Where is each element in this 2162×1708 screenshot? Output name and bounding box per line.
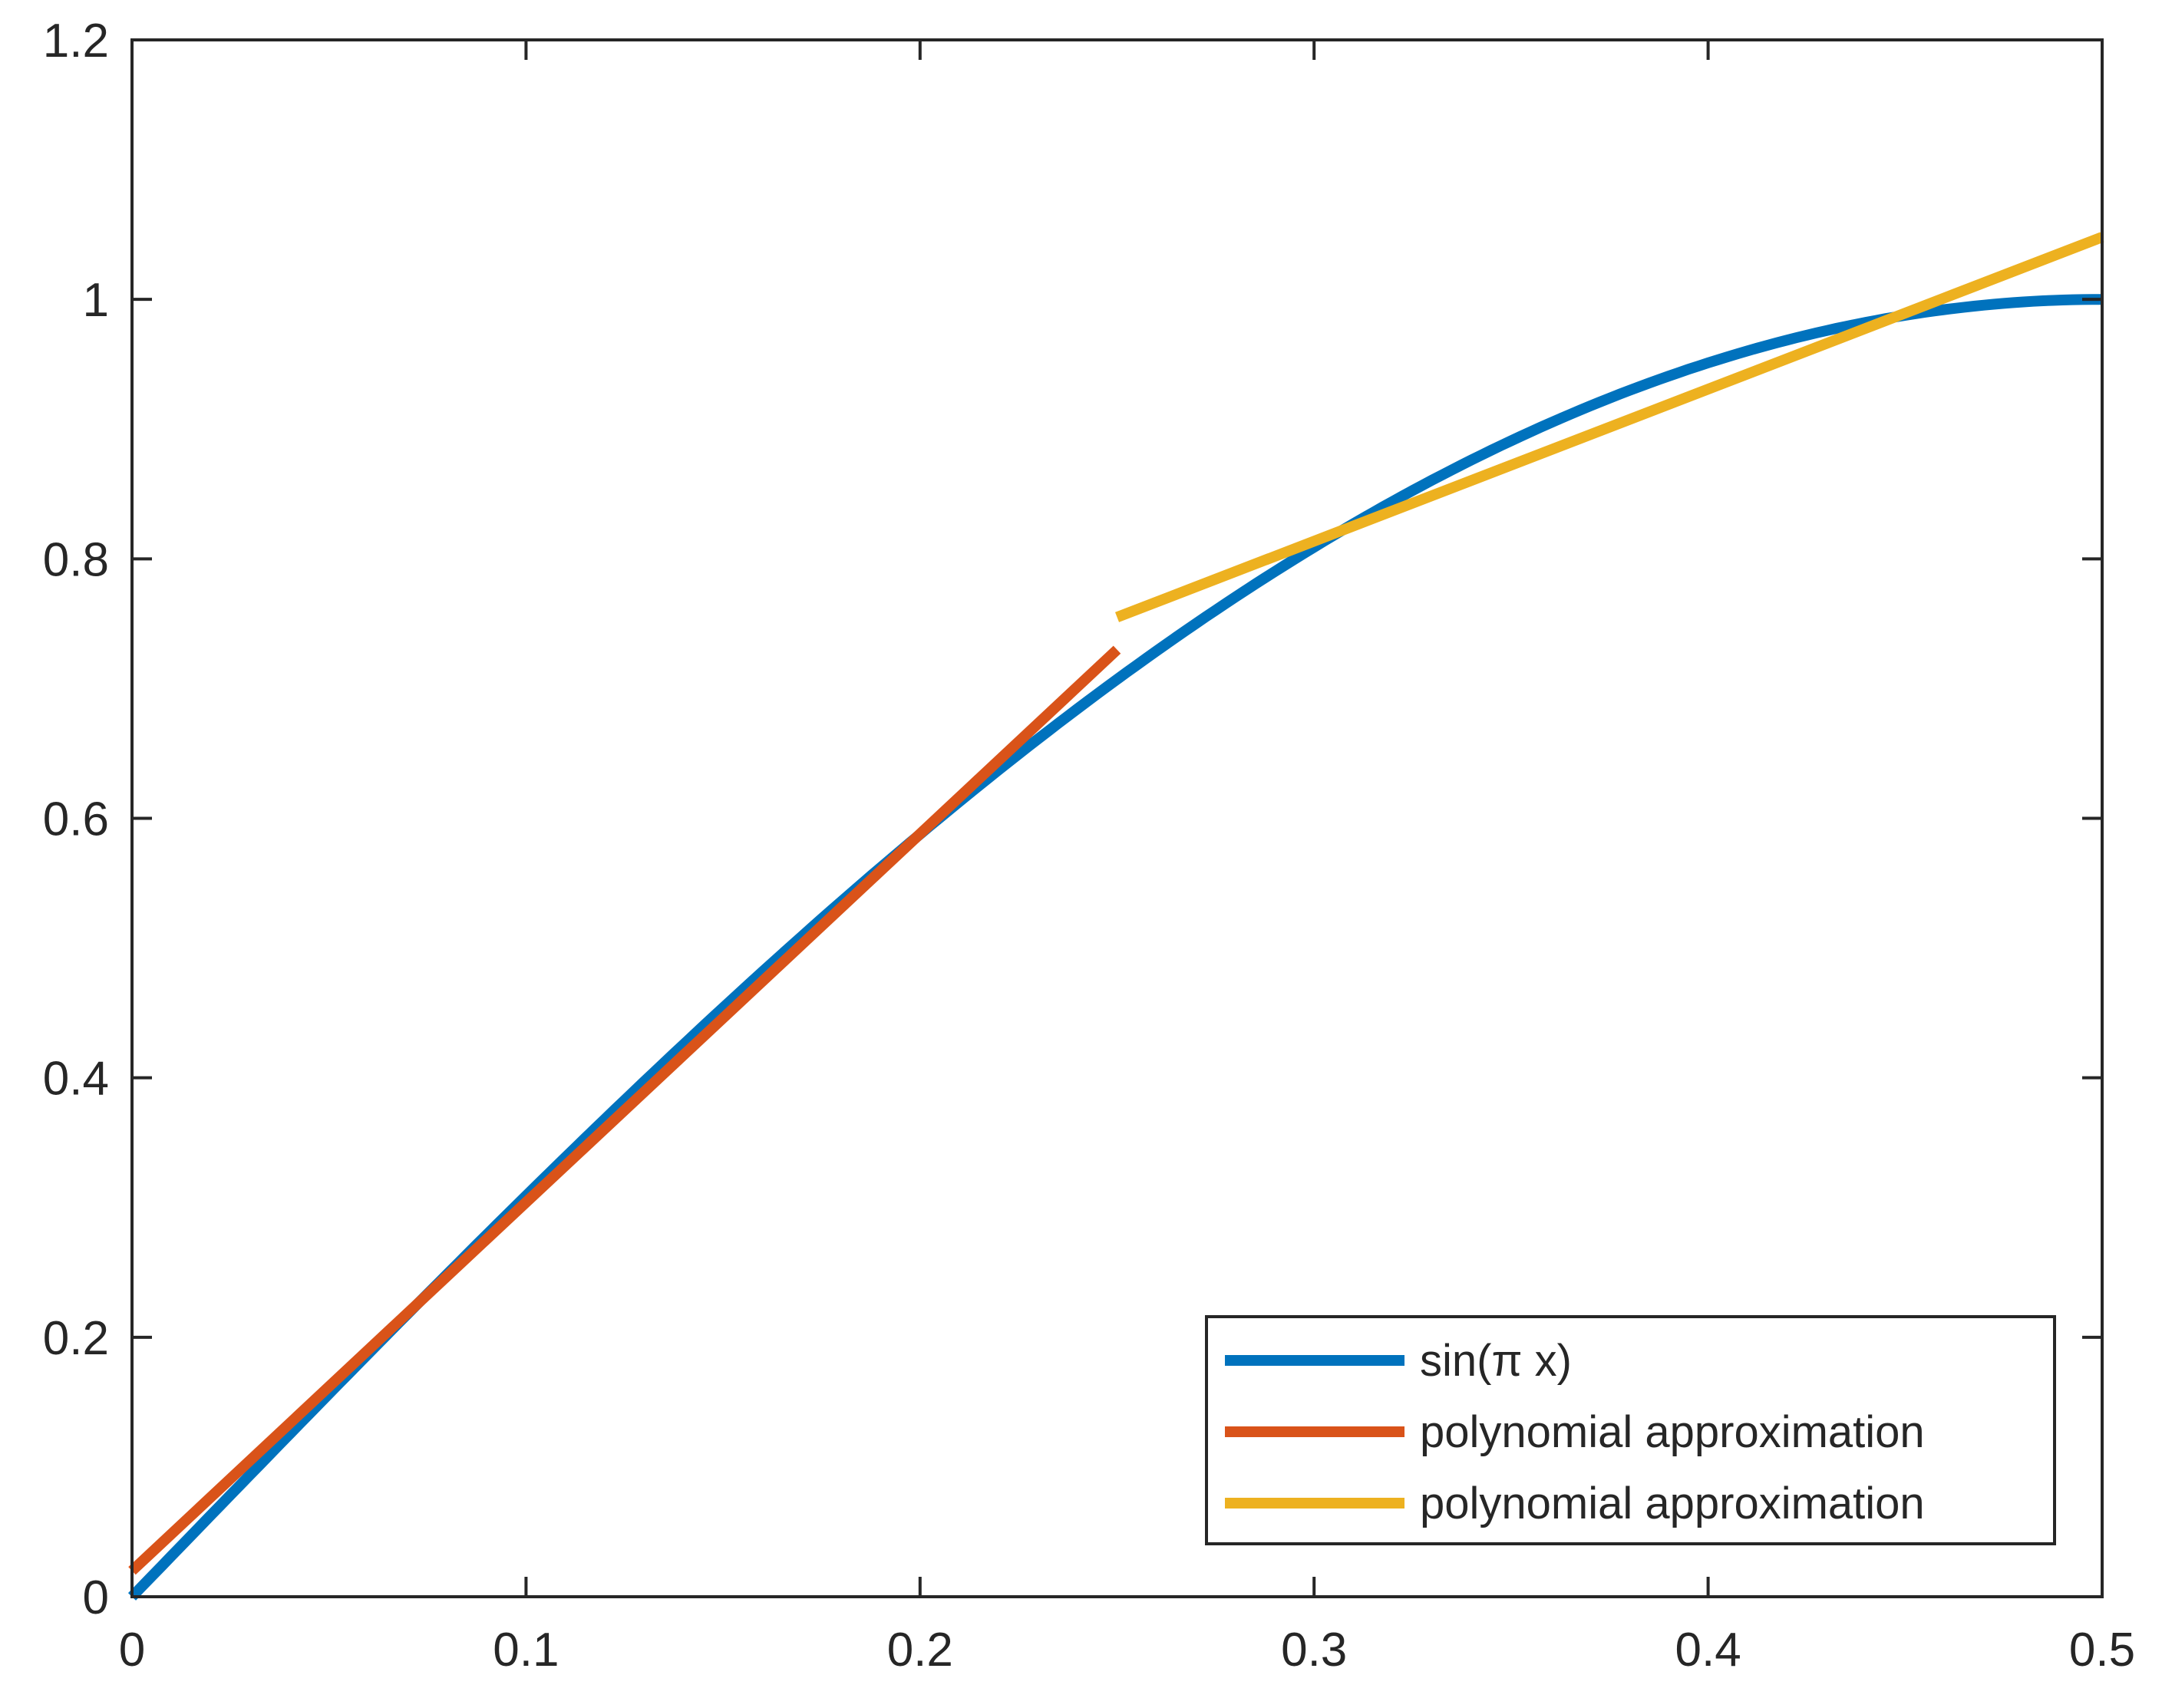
legend-label-poly1: polynomial approximation <box>1420 1407 1925 1457</box>
series-layer <box>127 232 2104 1601</box>
legend-label-sin: sin(π x) <box>1420 1336 1572 1386</box>
y-tick-label: 0.4 <box>43 1053 109 1106</box>
x-tick-label: 0.5 <box>2069 1624 2135 1677</box>
x-tick-label: 0.3 <box>1281 1624 1347 1677</box>
x-tick-label: 0.1 <box>493 1624 559 1677</box>
y-tick-label: 1 <box>83 274 109 327</box>
y-tick-label: 0 <box>83 1571 109 1624</box>
series-line-2 <box>1114 232 2104 622</box>
ticks-layer: 0 0.1 0.2 0.3 0.4 0.5 0 0.2 0.4 0.6 0.8 1 1.2 <box>43 15 2135 1677</box>
y-tick-label: 1.2 <box>43 15 109 68</box>
legend: sin(π x) polynomial approximation polyno… <box>1205 1315 2056 1545</box>
y-tick-label: 0.2 <box>43 1312 109 1365</box>
y-tick-label: 0.8 <box>43 533 109 586</box>
legend-label-poly2: polynomial approximation <box>1420 1479 1925 1528</box>
series-line-1 <box>128 645 1121 1575</box>
x-tick-label: 0 <box>119 1624 145 1677</box>
y-tick-label: 0.6 <box>43 793 109 846</box>
x-tick-label: 0.4 <box>1675 1624 1741 1677</box>
x-tick-label: 0.2 <box>887 1624 953 1677</box>
